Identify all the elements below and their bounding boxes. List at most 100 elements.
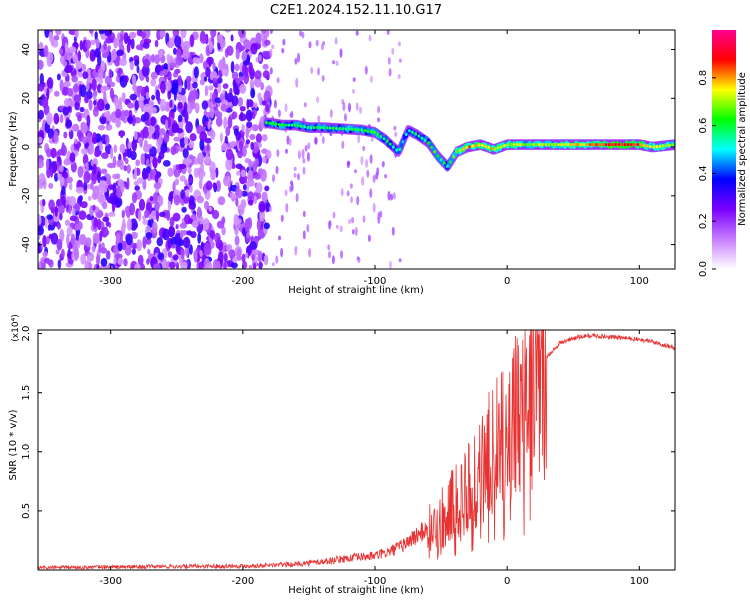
noise-speckle (149, 195, 154, 202)
ridge-core (430, 145, 433, 149)
noise-speckle (331, 255, 335, 265)
noise-speckle (66, 226, 73, 237)
noise-speckle (46, 214, 53, 221)
noise-speckle (68, 46, 77, 54)
noise-speckle (77, 166, 84, 178)
noise-speckle (210, 169, 217, 181)
colorbar-tick-label: 0.4 (698, 165, 709, 181)
noise-speckle (162, 228, 170, 241)
noise-speckle (75, 186, 84, 194)
noise-speckle (320, 43, 324, 51)
noise-speckle (254, 70, 262, 80)
noise-speckle (245, 139, 251, 145)
noise-speckle (192, 57, 198, 64)
ridge-core (465, 145, 468, 150)
noise-speckle (142, 41, 150, 49)
noise-speckle (99, 230, 103, 242)
noise-speckle (348, 218, 352, 225)
noise-speckle (250, 141, 255, 151)
noise-speckle (94, 31, 98, 40)
spectrogram-plot-area (38, 30, 675, 269)
noise-speckle (381, 161, 385, 168)
noise-speckle (84, 260, 89, 269)
noise-speckle (129, 93, 137, 101)
noise-speckle (100, 247, 107, 254)
noise-speckle (79, 234, 87, 246)
ridge-core (309, 126, 313, 130)
noise-speckle (281, 48, 285, 54)
noise-speckle (258, 201, 266, 213)
noise-speckle (282, 38, 286, 46)
noise-speckle (242, 184, 247, 191)
noise-speckle (217, 196, 226, 206)
noise-speckle (113, 144, 118, 153)
noise-speckle (137, 209, 142, 222)
noise-speckle (240, 169, 246, 178)
noise-speckle (173, 168, 181, 178)
ridge-core (360, 128, 364, 132)
noise-speckle (146, 258, 150, 265)
noise-speckle (133, 55, 140, 62)
noise-speckle (105, 37, 113, 44)
noise-speckle (94, 106, 98, 112)
noise-speckle (335, 60, 339, 66)
noise-speckle (266, 149, 272, 160)
noise-speckle (390, 193, 394, 201)
noise-speckle (182, 237, 191, 248)
snr-x-ticks: -300 -200 -100 0 100 (99, 330, 649, 587)
ridge-core (506, 143, 510, 147)
noise-speckle (248, 111, 253, 121)
noise-speckle (169, 62, 177, 68)
colorbar-ticks: 0.0 0.2 0.4 0.6 0.8 (698, 70, 716, 277)
ridge-core (322, 126, 326, 130)
noise-speckle (188, 90, 196, 104)
noise-speckle (90, 39, 96, 46)
noise-speckle (61, 248, 65, 259)
noise-speckle (73, 246, 79, 260)
noise-speckle (265, 104, 270, 113)
noise-speckle (103, 90, 107, 103)
noise-speckle (100, 168, 108, 175)
noise-speckle (229, 141, 237, 147)
noise-speckle (91, 244, 96, 253)
noise-speckle (57, 148, 65, 156)
noise-speckle (263, 254, 269, 266)
ridge-core (519, 143, 522, 147)
noise-speckle (123, 258, 128, 267)
noise-speckle (47, 259, 53, 266)
noise-speckle (77, 50, 82, 62)
ridge-core (484, 144, 487, 148)
noise-speckle (97, 124, 105, 131)
noise-speckle (242, 227, 246, 236)
noise-speckle (121, 92, 126, 103)
noise-speckle (269, 30, 273, 34)
noise-speckle (199, 34, 208, 44)
noise-speckle (127, 141, 132, 149)
noise-speckle (57, 259, 62, 269)
ridge-core (623, 143, 627, 147)
ridge-core (607, 143, 611, 147)
noise-speckle (219, 37, 226, 49)
noise-speckle (100, 187, 108, 193)
noise-speckle (194, 102, 200, 114)
noise-speckle (241, 124, 245, 132)
ridge-core (480, 143, 484, 147)
ridge-core (538, 143, 541, 147)
noise-speckle (209, 230, 216, 239)
noise-speckle (297, 150, 301, 160)
noise-speckle (230, 192, 236, 198)
noise-speckle (127, 102, 135, 109)
noise-speckle (131, 248, 136, 255)
noise-speckle (245, 252, 249, 258)
noise-speckle (212, 259, 218, 269)
noise-speckle (105, 134, 109, 143)
noise-speckle (191, 76, 198, 83)
noise-speckle (189, 34, 195, 48)
noise-speckle (152, 221, 158, 234)
noise-speckle (377, 117, 381, 123)
noise-speckle (328, 250, 331, 259)
noise-speckle (179, 136, 186, 148)
noise-speckle (285, 203, 289, 213)
colorbar-tick-label: 0.8 (698, 70, 709, 86)
